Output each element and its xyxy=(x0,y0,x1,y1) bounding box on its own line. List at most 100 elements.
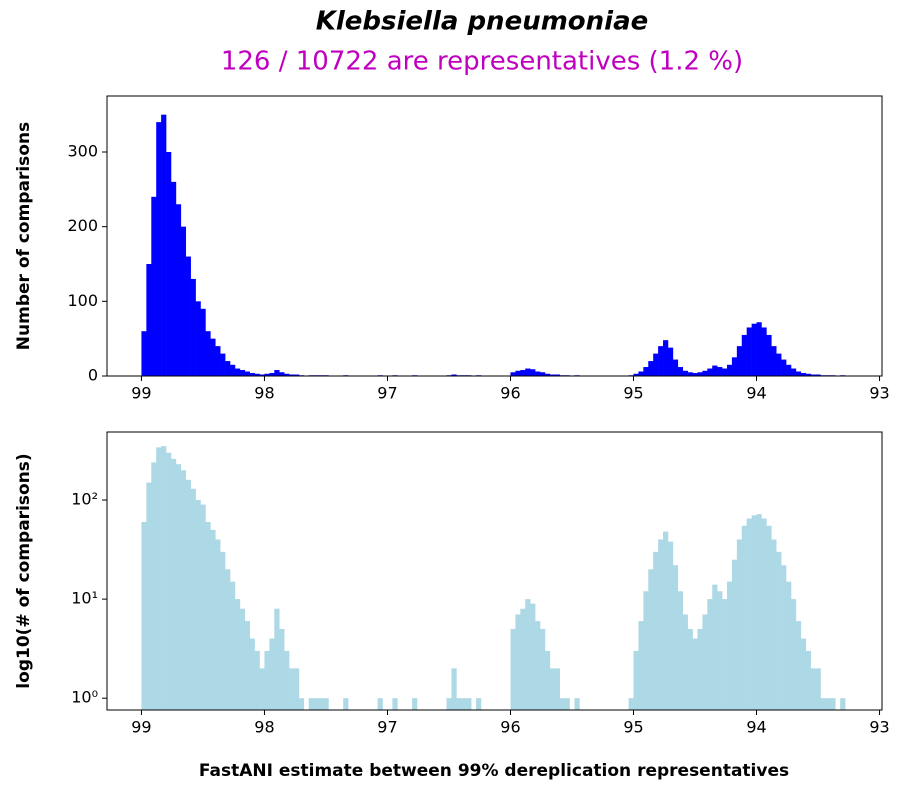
bar xyxy=(786,364,792,376)
bar xyxy=(795,621,802,710)
bar xyxy=(461,698,467,710)
x-tick-label: 96 xyxy=(500,384,520,403)
bar xyxy=(466,698,472,710)
bar xyxy=(195,500,201,710)
bar xyxy=(731,357,738,376)
bar xyxy=(544,373,551,376)
bar xyxy=(677,591,684,710)
bar xyxy=(166,452,172,710)
bar xyxy=(234,368,241,376)
bar xyxy=(692,373,698,376)
bar xyxy=(677,367,684,376)
bar xyxy=(766,334,772,376)
bar xyxy=(717,367,723,376)
bar xyxy=(648,361,654,376)
bar xyxy=(259,374,265,376)
bar xyxy=(515,370,521,376)
bar xyxy=(741,525,747,710)
bar xyxy=(697,372,703,376)
bar xyxy=(141,331,147,376)
bar xyxy=(289,668,295,710)
x-tick-label: 97 xyxy=(377,718,397,737)
bar xyxy=(672,565,679,710)
bar xyxy=(815,374,821,376)
bar xyxy=(476,698,482,710)
bar xyxy=(672,359,679,376)
bar xyxy=(289,374,295,376)
bar xyxy=(151,462,157,710)
bar xyxy=(638,621,644,710)
bar xyxy=(269,373,275,376)
bar xyxy=(771,346,777,376)
bar xyxy=(707,599,713,710)
bar xyxy=(751,323,757,376)
bar xyxy=(343,698,349,710)
bar xyxy=(254,650,260,710)
bar xyxy=(520,370,526,376)
bar xyxy=(180,226,187,376)
bar xyxy=(790,599,797,710)
bar xyxy=(628,698,634,710)
bar xyxy=(515,614,521,710)
y-tick-label: 300 xyxy=(67,142,98,161)
bar xyxy=(156,122,162,376)
bar xyxy=(525,599,531,710)
bar xyxy=(653,353,659,376)
bar xyxy=(205,522,211,710)
chart-subtitle: 126 / 10722 are representatives (1.2 %) xyxy=(221,47,743,77)
y-tick-label: 0 xyxy=(88,366,98,385)
bar xyxy=(746,518,752,710)
bar xyxy=(161,114,167,377)
bar xyxy=(638,371,644,376)
bar xyxy=(244,621,250,710)
bar xyxy=(667,541,674,710)
bar xyxy=(781,565,787,710)
bar xyxy=(633,373,639,376)
bar xyxy=(800,638,807,710)
bar xyxy=(510,372,516,376)
bar xyxy=(663,531,669,710)
bar xyxy=(554,374,560,376)
bar xyxy=(682,370,688,376)
x-tick-label: 99 xyxy=(131,384,151,403)
x-tick-label: 93 xyxy=(869,718,889,737)
bar xyxy=(667,347,674,376)
x-tick-label: 95 xyxy=(623,384,643,403)
bar xyxy=(274,608,280,710)
bar xyxy=(795,371,802,376)
bar xyxy=(146,264,152,376)
bar xyxy=(456,698,462,710)
bar xyxy=(771,539,777,710)
bar xyxy=(840,698,846,710)
bar xyxy=(633,650,639,710)
bar xyxy=(451,374,457,376)
bar xyxy=(156,447,162,710)
bar xyxy=(805,650,811,710)
bar xyxy=(249,638,255,710)
bar xyxy=(549,668,556,710)
bar xyxy=(692,638,698,710)
bar xyxy=(756,322,762,376)
bar xyxy=(200,504,206,710)
x-tick-label: 94 xyxy=(746,718,766,737)
bar xyxy=(151,196,157,376)
bar xyxy=(540,372,546,376)
bar xyxy=(239,608,246,710)
bar xyxy=(643,367,649,376)
bar xyxy=(392,698,398,710)
bar xyxy=(318,698,324,710)
bar xyxy=(554,668,560,710)
y-tick-label: 10¹ xyxy=(71,589,98,608)
bar xyxy=(830,698,836,710)
bar xyxy=(525,368,531,376)
bar xyxy=(820,698,826,710)
y-axis-label: Number of comparisons xyxy=(14,122,34,350)
bar xyxy=(776,551,782,710)
bar xyxy=(736,346,743,376)
bar xyxy=(279,372,285,376)
bar xyxy=(451,668,457,710)
plot-frame xyxy=(106,95,883,377)
x-tick-label: 95 xyxy=(623,718,643,737)
bar xyxy=(308,698,314,710)
bar xyxy=(535,371,541,376)
